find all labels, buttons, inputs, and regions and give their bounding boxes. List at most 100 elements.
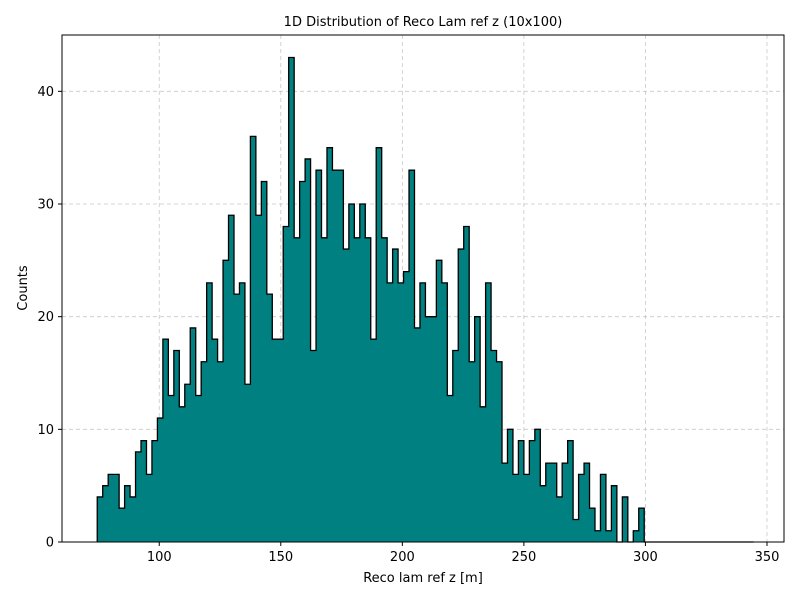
histogram-bin <box>233 294 240 542</box>
histogram-bin <box>469 361 476 542</box>
histogram-bin <box>562 463 569 542</box>
histogram-bin <box>485 282 492 542</box>
histogram-bin <box>206 282 213 542</box>
histogram-bin <box>556 496 563 542</box>
histogram-bin <box>589 508 596 542</box>
histogram-bin <box>130 496 136 542</box>
histogram-bin <box>452 350 459 542</box>
y-tick-label: 40 <box>37 85 54 100</box>
histogram-bin <box>141 440 147 542</box>
x-axis-label: Reco lam ref z [m] <box>363 571 483 586</box>
histogram-bin <box>611 485 618 542</box>
histogram-bin <box>97 496 104 542</box>
histogram-bin <box>633 530 640 542</box>
y-tick-label: 30 <box>37 198 54 213</box>
histogram-bin <box>151 440 158 542</box>
histogram-bin <box>305 158 311 542</box>
histogram-bin <box>496 361 503 542</box>
histogram-bin <box>512 474 519 542</box>
histogram-bin <box>430 316 437 542</box>
histogram-bin <box>545 463 552 542</box>
histogram-bin <box>403 271 410 542</box>
histogram-bin <box>584 463 590 542</box>
histogram-bin <box>480 406 486 542</box>
y-tick-label: 20 <box>37 310 54 325</box>
histogram-bin <box>108 474 115 542</box>
histogram-bin <box>195 395 202 542</box>
histogram-bin <box>474 316 481 542</box>
histogram-bin <box>381 237 388 543</box>
histogram-bin <box>157 418 164 542</box>
histogram-bin <box>299 181 306 542</box>
histogram-bin <box>272 339 279 542</box>
histogram-bin <box>398 282 404 542</box>
histogram-bin <box>441 282 448 542</box>
x-tick-label: 150 <box>268 550 293 565</box>
histogram-bin <box>567 440 574 542</box>
histogram-bin <box>578 474 585 542</box>
histogram-bin <box>622 496 629 542</box>
histogram-bin <box>540 485 547 542</box>
histogram-bin <box>502 463 508 542</box>
histogram-bin <box>168 395 175 542</box>
histogram-bin <box>261 181 268 542</box>
histogram-bin <box>491 350 497 542</box>
histogram-bin <box>605 530 612 542</box>
histogram-bin <box>244 384 251 542</box>
x-tick-label: 100 <box>147 550 172 565</box>
histogram-bin <box>102 485 109 542</box>
histogram-bin <box>523 474 530 542</box>
histogram-bin <box>201 361 208 542</box>
histogram-bin <box>212 339 218 542</box>
histogram-bin <box>638 508 645 542</box>
histogram-bin <box>551 463 558 542</box>
histogram-outline <box>96 56 754 543</box>
histogram-bin <box>135 451 142 542</box>
histogram-bin <box>294 237 301 543</box>
histogram-bin <box>370 339 377 542</box>
histogram-bin <box>326 147 333 542</box>
histogram-bin <box>436 260 443 542</box>
histogram-bin <box>529 440 536 542</box>
histogram-bin <box>332 170 339 542</box>
y-axis-label: Counts <box>16 265 31 311</box>
histogram-bin <box>239 282 246 542</box>
histogram-bin <box>119 508 125 542</box>
histogram-bin <box>184 384 191 542</box>
histogram-bin <box>223 260 229 542</box>
histogram-bin <box>600 474 607 542</box>
histogram-bin <box>534 429 541 542</box>
histogram-bin <box>316 170 322 542</box>
histogram-bin <box>190 327 197 542</box>
histogram-bin <box>310 350 317 542</box>
histogram-bin <box>392 249 399 543</box>
histogram-bin <box>337 170 344 542</box>
x-tick-label: 300 <box>633 550 658 565</box>
x-tick-label: 200 <box>390 550 415 565</box>
histogram-bin <box>376 147 383 542</box>
histogram-bin <box>594 530 601 542</box>
histogram-bin <box>573 519 579 542</box>
histogram-bin <box>414 327 421 542</box>
histogram-bin <box>288 57 295 543</box>
histogram-bin <box>507 429 514 542</box>
histogram-bin <box>124 485 131 542</box>
histogram-bin <box>283 226 290 543</box>
histogram-bin <box>387 282 394 542</box>
histogram-bin <box>217 361 224 542</box>
histogram-bin <box>458 249 465 543</box>
histogram-bin <box>409 170 415 542</box>
histogram-bin <box>343 249 350 543</box>
histogram-bin <box>277 339 284 542</box>
histogram-bin <box>162 339 169 542</box>
histogram-bin <box>419 282 426 542</box>
histogram-bin <box>359 204 366 542</box>
histogram-bin <box>447 395 454 542</box>
histogram-bin <box>518 440 525 542</box>
histogram-bin <box>255 215 262 542</box>
y-axis-ticks: 0 10 20 30 40 <box>37 85 62 551</box>
histogram-bin <box>266 294 273 542</box>
histogram-bin <box>425 316 432 542</box>
histogram-bin <box>173 350 180 542</box>
